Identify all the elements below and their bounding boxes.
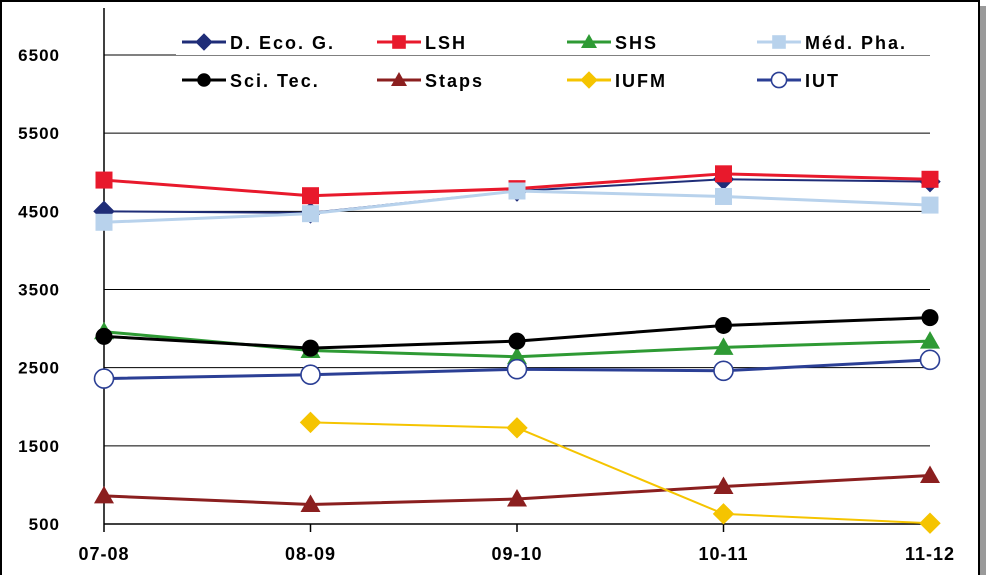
- legend-label-d-eco-g: D. Eco. G.: [230, 33, 335, 53]
- data-point-iut: [919, 349, 941, 371]
- x-tick-label: 10-11: [698, 544, 748, 564]
- legend-marker-staps: [391, 72, 407, 86]
- y-tick-label: 2500: [18, 359, 60, 378]
- data-point-sci-tec: [715, 316, 732, 334]
- x-tick-label: 11-12: [905, 544, 955, 564]
- data-point-staps: [713, 476, 734, 494]
- data-point-staps: [300, 494, 321, 512]
- data-point-lsh: [921, 170, 939, 188]
- data-point-m-d-pha: [921, 196, 939, 214]
- y-tick-label: 4500: [18, 202, 60, 221]
- data-point-sci-tec: [302, 339, 319, 357]
- data-point-iut: [93, 368, 115, 389]
- data-point-shs: [713, 337, 734, 355]
- data-point-staps: [94, 485, 114, 504]
- data-point-iufm: [712, 503, 735, 525]
- legend-marker-iufm: [580, 71, 598, 89]
- data-point-iufm: [506, 417, 528, 439]
- series-line-iufm: [310, 421, 931, 525]
- data-point-shs: [920, 331, 940, 349]
- data-point-m-d-pha: [508, 182, 526, 200]
- legend-label-sci-tec: Sci. Tec.: [230, 71, 320, 91]
- legend-marker-lsh: [392, 35, 406, 49]
- data-point-shs: [507, 346, 527, 365]
- data-point-iut: [300, 364, 321, 386]
- data-point-m-d-pha: [715, 187, 732, 205]
- data-point-lsh: [95, 171, 113, 189]
- legend-label-iufm: IUFM: [615, 71, 667, 91]
- legend-label-shs: SHS: [615, 33, 658, 53]
- data-point-sci-tec: [95, 327, 113, 345]
- legend-marker-d-eco-g: [195, 33, 213, 51]
- data-point-lsh: [715, 165, 732, 183]
- data-point-iufm: [919, 512, 941, 534]
- data-point-staps: [507, 488, 527, 507]
- y-tick-label: 6500: [18, 46, 60, 65]
- legend-marker-m-d-pha: [772, 35, 786, 49]
- legend-label-iut: IUT: [805, 71, 840, 91]
- data-point-staps: [920, 465, 940, 484]
- data-point-m-d-pha: [302, 205, 319, 223]
- data-point-lsh: [302, 187, 319, 205]
- data-point-m-d-pha: [95, 213, 113, 231]
- data-point-sci-tec: [508, 332, 526, 350]
- x-tick-label: 07-08: [78, 544, 129, 564]
- y-tick-label: 3500: [18, 281, 60, 300]
- legend-marker-shs: [581, 34, 597, 48]
- y-tick-label: 1500: [18, 437, 60, 456]
- data-point-iufm: [299, 411, 322, 434]
- data-point-iut: [713, 360, 734, 382]
- x-tick-label: 09-10: [491, 544, 542, 564]
- legend-marker-iut: [770, 71, 788, 89]
- legend-marker-sci-tec: [197, 73, 211, 87]
- data-point-sci-tec: [921, 309, 939, 327]
- legend-label-staps: Staps: [425, 71, 484, 91]
- data-point-iut: [506, 358, 528, 380]
- y-tick-label: 500: [29, 515, 60, 534]
- legend-label-lsh: LSH: [425, 33, 467, 53]
- x-tick-label: 08-09: [285, 544, 336, 564]
- y-tick-label: 5500: [18, 124, 60, 143]
- legend-label-m-d-pha: Méd. Pha.: [805, 33, 907, 53]
